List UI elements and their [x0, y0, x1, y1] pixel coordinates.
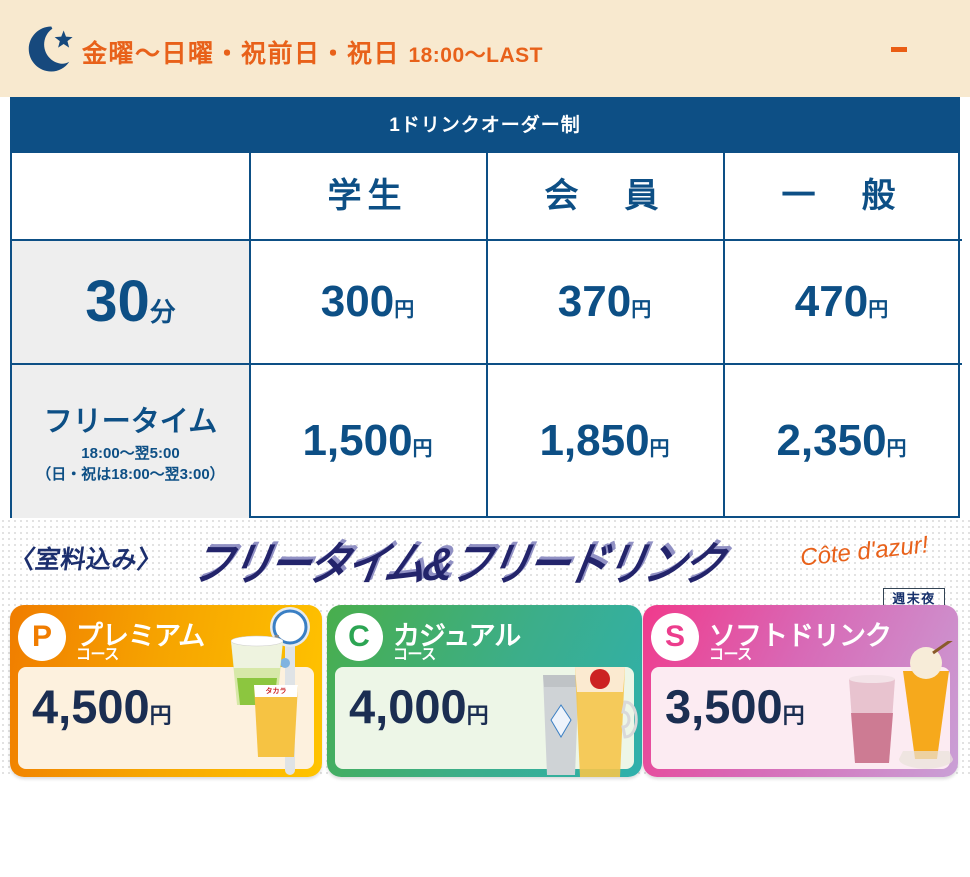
svg-text:タカラ: タカラ [266, 686, 287, 695]
